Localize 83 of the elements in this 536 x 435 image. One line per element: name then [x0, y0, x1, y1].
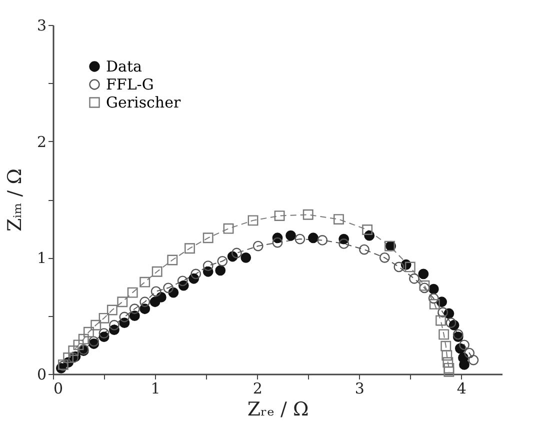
point [294, 234, 306, 244]
x-tick-label: 1 [150, 380, 160, 398]
point [140, 296, 150, 308]
point [127, 287, 138, 298]
point [252, 240, 264, 252]
point [217, 256, 228, 266]
point [109, 320, 120, 330]
point [419, 280, 430, 291]
x-tick-label: 3 [354, 380, 364, 398]
x-axis-title: Zᵣₑ / Ω [247, 398, 309, 420]
point [438, 329, 450, 340]
point [90, 320, 102, 330]
point [156, 292, 166, 302]
x-tick-label: 0 [54, 380, 64, 398]
point [98, 312, 110, 324]
point [272, 237, 283, 248]
point [73, 340, 84, 350]
point [438, 307, 448, 318]
point [444, 362, 454, 374]
point [452, 329, 464, 340]
y-tick-label: 2 [36, 132, 46, 151]
point [274, 210, 285, 221]
legend-label: Gerischer [106, 94, 182, 112]
point [286, 230, 296, 241]
point [98, 328, 110, 338]
point [119, 312, 130, 322]
point [444, 366, 454, 377]
point [202, 232, 214, 244]
point [362, 224, 373, 235]
point [359, 244, 370, 255]
point [106, 304, 118, 316]
point [88, 336, 100, 347]
point [404, 262, 416, 272]
point [379, 252, 390, 263]
point [442, 357, 454, 368]
point [334, 214, 344, 224]
point [394, 262, 404, 272]
point [150, 286, 162, 297]
point [442, 350, 452, 361]
point [468, 354, 479, 366]
point [436, 315, 446, 326]
point [418, 268, 429, 280]
point [446, 318, 456, 328]
point [308, 232, 318, 244]
point [215, 265, 226, 276]
x-tick-label: 2 [252, 380, 262, 398]
point [223, 223, 234, 234]
point [190, 268, 202, 280]
point [140, 276, 150, 288]
point [464, 348, 475, 358]
point [152, 266, 162, 277]
y-tick-label: 3 [36, 16, 46, 34]
point [177, 276, 188, 286]
point [419, 282, 430, 294]
point [184, 243, 195, 254]
point [428, 284, 439, 294]
point [459, 340, 470, 350]
point [440, 340, 452, 352]
point [248, 215, 258, 226]
point [459, 359, 470, 370]
y-tick-label: 1 [36, 249, 46, 268]
point [63, 352, 74, 363]
point [68, 346, 79, 356]
legend-label: Data [106, 58, 142, 76]
point [117, 296, 128, 308]
point [429, 298, 440, 310]
point [202, 260, 214, 272]
point [338, 238, 350, 249]
point [78, 334, 89, 344]
point [84, 326, 94, 338]
point [167, 254, 178, 266]
point [163, 282, 174, 294]
point [231, 248, 242, 258]
y-tick-label: 0 [36, 366, 46, 384]
point [240, 252, 252, 263]
point [428, 293, 439, 304]
point [409, 273, 420, 284]
y-axis-title: Zᵢₘ / Ω [4, 168, 26, 232]
point [302, 209, 314, 220]
point [317, 235, 328, 246]
legend-label: FFL-G [106, 76, 154, 94]
x-tick-label: 4 [456, 380, 466, 398]
point [129, 304, 140, 314]
